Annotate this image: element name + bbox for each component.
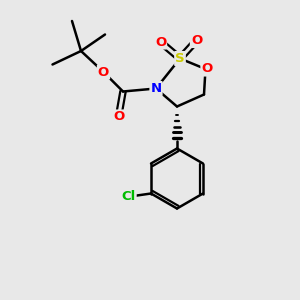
Text: N: N <box>150 82 162 95</box>
Text: O: O <box>191 34 202 47</box>
Text: Cl: Cl <box>122 190 136 203</box>
Text: O: O <box>113 110 124 124</box>
Text: S: S <box>175 52 185 65</box>
Text: O: O <box>155 35 166 49</box>
Text: O: O <box>98 65 109 79</box>
Text: O: O <box>201 62 213 76</box>
